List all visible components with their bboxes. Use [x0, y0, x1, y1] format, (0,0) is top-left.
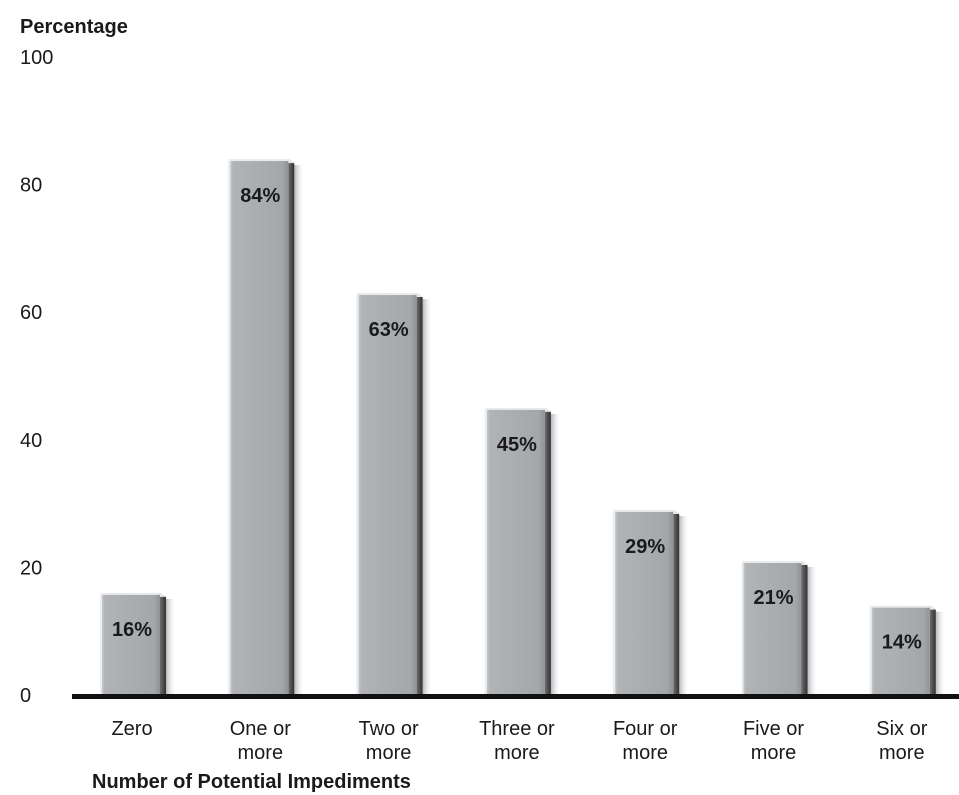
y-tick-label: 40 — [20, 430, 42, 452]
category-label: Four or — [613, 718, 678, 740]
category-label: more — [622, 742, 668, 764]
y-axis-ticks: 0 20 40 60 80 100 — [20, 47, 53, 707]
category-label: Two or — [359, 718, 419, 740]
category-label: Zero — [111, 718, 152, 740]
bar — [869, 605, 946, 695]
bar — [613, 509, 690, 695]
bars: 16% 84% 63% 45% 29% 21% 14% — [100, 159, 946, 695]
y-axis-title: Percentage — [20, 16, 128, 38]
bar — [741, 561, 818, 695]
category-label: more — [879, 742, 925, 764]
y-tick-label: 0 — [20, 685, 31, 707]
y-tick-label: 100 — [20, 47, 53, 69]
data-label: 14% — [882, 632, 922, 654]
x-axis-baseline — [72, 694, 959, 699]
category-label: more — [238, 742, 284, 764]
data-label: 21% — [753, 587, 793, 609]
y-tick-label: 80 — [20, 175, 42, 197]
data-label: 63% — [369, 319, 409, 341]
data-label: 29% — [625, 536, 665, 558]
category-label: Three or — [479, 718, 555, 740]
data-label: 16% — [112, 619, 152, 641]
y-tick-label: 60 — [20, 302, 42, 324]
category-label: more — [751, 742, 797, 764]
category-label: Six or — [876, 718, 927, 740]
data-label: 45% — [497, 434, 537, 456]
category-label: Five or — [743, 718, 804, 740]
category-label: more — [366, 742, 412, 764]
bar — [228, 159, 305, 695]
category-label: One or — [230, 718, 291, 740]
category-label: more — [494, 742, 540, 764]
bar — [100, 592, 176, 695]
data-label: 84% — [240, 185, 280, 207]
x-axis-title: Number of Potential Impediments — [92, 771, 411, 793]
y-tick-label: 20 — [20, 557, 42, 579]
bar — [356, 293, 433, 695]
bar — [484, 407, 561, 695]
